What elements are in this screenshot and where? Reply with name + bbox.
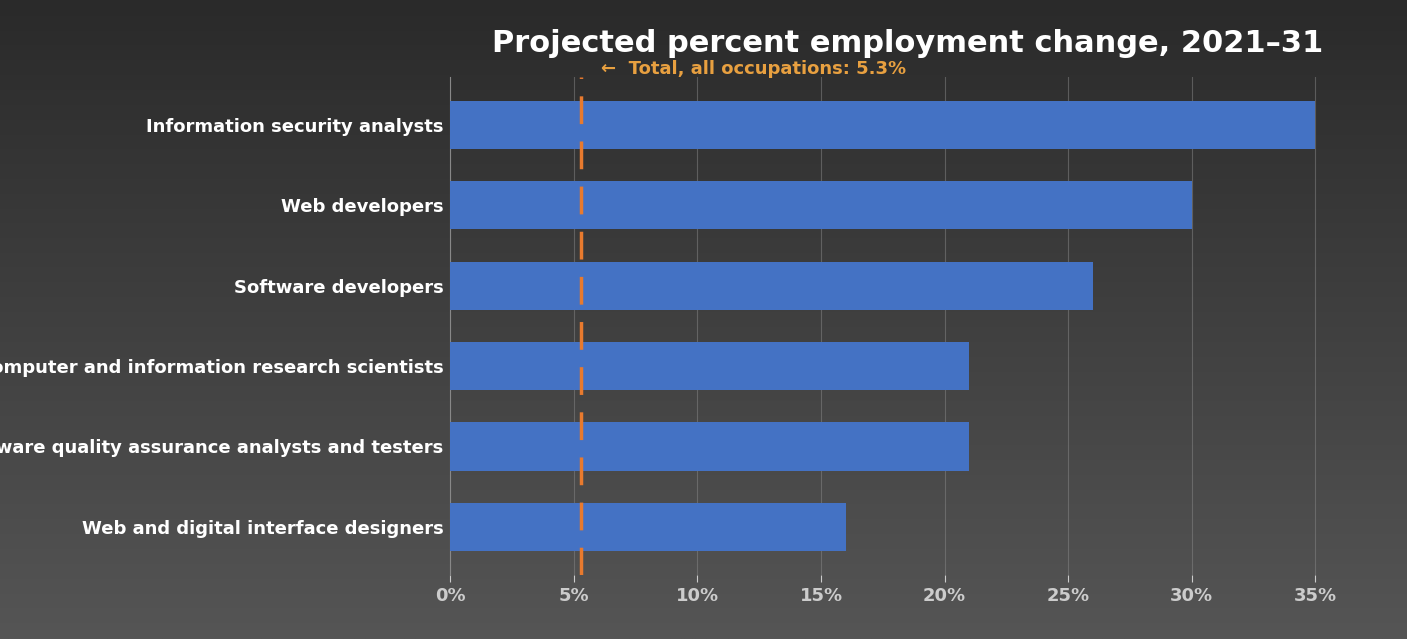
Bar — [450, 503, 846, 551]
Bar — [450, 101, 1316, 149]
Bar — [450, 342, 969, 390]
Bar — [450, 422, 969, 470]
Title: Projected percent employment change, 2021–31: Projected percent employment change, 202… — [492, 29, 1323, 58]
Bar — [450, 181, 1192, 229]
Text: ←  Total, all occupations: 5.3%: ← Total, all occupations: 5.3% — [601, 59, 906, 78]
Bar — [450, 261, 1093, 310]
